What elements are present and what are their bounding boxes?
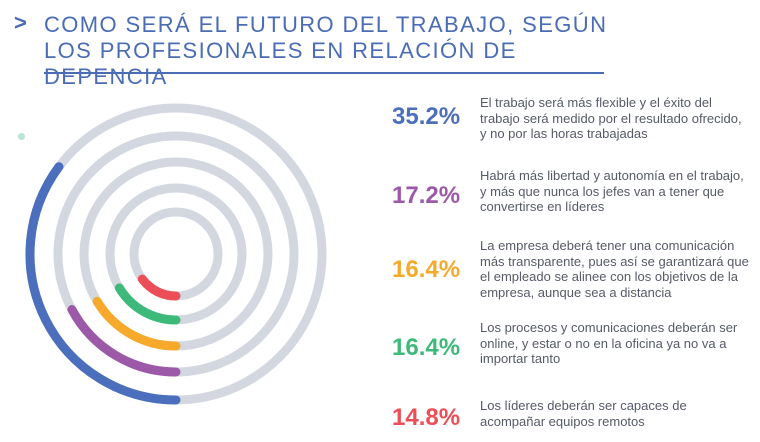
legend-percentage: 16.4% [392,256,461,283]
legend-description: La empresa deberá tener una comunicación… [480,238,749,300]
chevron-right-icon: > [14,10,27,35]
radial-bar-chart [25,103,327,405]
legend-description: Los líderes deberán ser capaces de acomp… [480,398,687,429]
legend-percentage: 17.2% [392,182,461,209]
legend-description: Los procesos y comunicaciones deberán se… [480,320,738,366]
legend-percentage: 14.8% [392,404,461,431]
legend-description: El trabajo será más flexible y el éxito … [480,95,742,141]
ring-bar-1 [67,305,181,377]
page-title: COMO SERÁ EL FUTURO DEL TRABAJO, SEGÚN L… [44,12,608,89]
ring-bar-0 [25,162,181,405]
legend-percentage: 35.2% [392,103,461,130]
legend-description: Habrá más libertad y autonomía en el tra… [480,168,744,214]
ring-bar-4 [137,274,181,301]
ring-bar-2 [92,296,181,351]
title-underline [44,72,604,74]
ring-bar-3 [114,283,181,325]
decorative-dot [18,133,25,140]
legend-percentage: 16.4% [392,334,461,361]
